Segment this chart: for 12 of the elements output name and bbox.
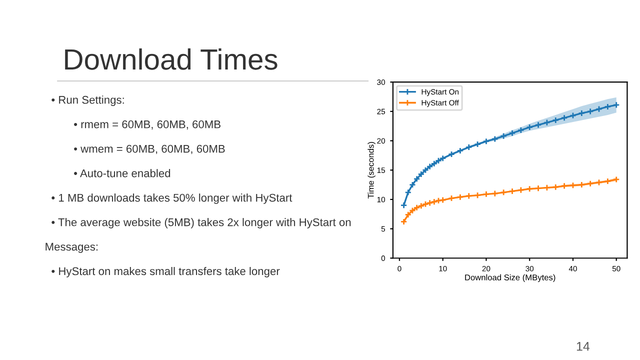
chart-title: Download Times [65, 48, 278, 70]
text: • wmem = 60MB, 60MB, 60MB [74, 144, 225, 154]
y-axis-title: Time (seconds) [368, 142, 376, 198]
text: • HyStart on makes small transfers take longer [52, 266, 280, 278]
text: • Auto-tune enabled [74, 169, 170, 178]
text: • 1 MB downloads takes 50% longer with HyStart [52, 194, 292, 204]
x-axis-title: Download Size (MBytes) [465, 274, 556, 282]
text: • rmem = 60MB, 60MB, 60MB [74, 120, 220, 130]
text: • The average website (5MB) takes 2x longer with HyStart on [52, 218, 351, 228]
text: • Run Settings: [52, 96, 124, 106]
text: Messages: [46, 242, 98, 253]
text: 14 [576, 342, 590, 351]
